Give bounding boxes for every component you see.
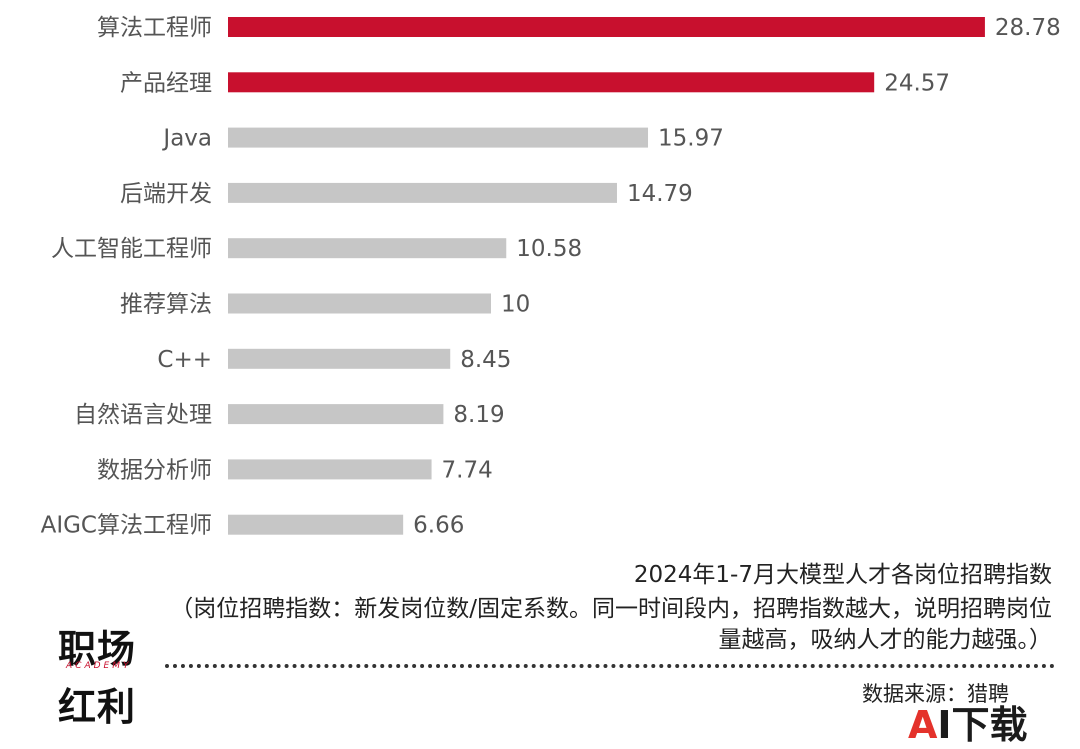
bar xyxy=(228,182,617,203)
value-label: 8.45 xyxy=(460,347,511,373)
category-label: 后端开发 xyxy=(120,181,212,207)
logo-line1: 职场 xyxy=(58,627,137,671)
bar xyxy=(228,459,432,480)
bar xyxy=(228,514,404,535)
watermark-logo: AI下载 xyxy=(908,703,1028,747)
bar xyxy=(228,404,444,425)
value-label: 10 xyxy=(501,292,530,318)
category-label: 推荐算法 xyxy=(120,292,212,318)
value-label: 24.57 xyxy=(884,70,950,96)
chart-note: （岗位招聘指数：新发岗位数/固定系数。同一时间段内，招聘指数越大，说明招聘岗位量… xyxy=(170,596,1052,653)
category-label: AIGC算法工程师 xyxy=(41,513,212,539)
category-label: 数据分析师 xyxy=(97,457,212,483)
value-label: 7.74 xyxy=(442,457,493,483)
value-label: 14.79 xyxy=(627,181,693,207)
source-text: 数据来源：猎聘 xyxy=(862,682,1009,706)
value-label: 8.19 xyxy=(453,402,504,428)
category-label: 算法工程师 xyxy=(97,15,212,41)
bar xyxy=(228,293,491,314)
chart-title: 2024年1-7月大模型人才各岗位招聘指数 xyxy=(633,562,1052,588)
value-label: 6.66 xyxy=(413,513,464,539)
category-label: Java xyxy=(161,126,212,152)
category-label: 人工智能工程师 xyxy=(51,236,212,262)
logo-line2: 红利 xyxy=(58,685,137,729)
dotted-divider xyxy=(165,664,1055,668)
bar xyxy=(228,127,649,148)
value-label: 10.58 xyxy=(516,236,582,262)
value-label: 15.97 xyxy=(658,126,724,152)
value-label: 28.78 xyxy=(995,15,1061,41)
logo-sub: ACADEMY xyxy=(66,661,132,671)
category-label: 产品经理 xyxy=(120,70,212,96)
bar xyxy=(228,238,507,259)
bar xyxy=(228,348,451,369)
bar xyxy=(228,17,985,37)
category-label: C++ xyxy=(157,347,212,373)
bar-chart: 算法工程师 28.78 产品经理 24.57 Java 15.97 后端开发 14.79 人工智… xyxy=(41,15,1061,539)
category-label: 自然语言处理 xyxy=(74,402,212,428)
bar xyxy=(228,72,875,93)
